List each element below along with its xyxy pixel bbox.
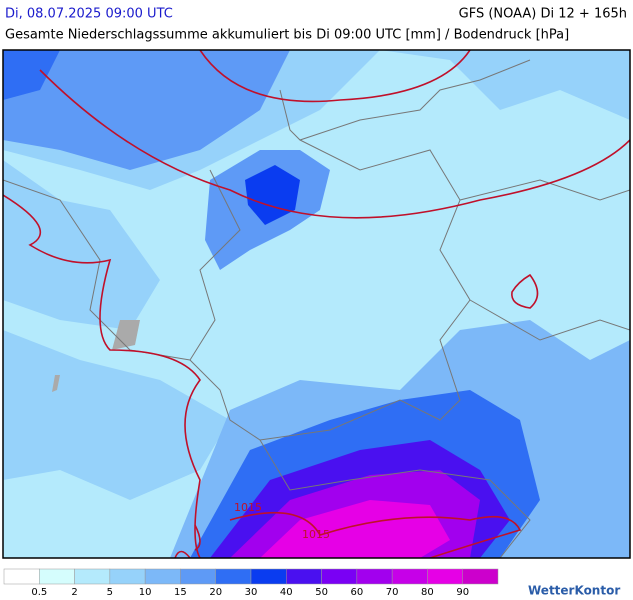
precip-area <box>3 330 230 500</box>
legend-label: 30 <box>245 587 258 598</box>
legend-swatch <box>286 568 322 585</box>
legend-label: 0.5 <box>31 587 47 598</box>
legend-swatch <box>427 568 463 585</box>
model-label: GFS (NOAA) Di 12 + 165h <box>459 7 627 22</box>
legend-swatch <box>321 568 358 585</box>
map: 1015 1015 <box>2 49 631 559</box>
legend-label: 50 <box>315 587 328 598</box>
legend-swatch <box>180 568 216 585</box>
legend-label: 60 <box>350 587 363 598</box>
legend-label: 2 <box>71 587 77 598</box>
legend-swatch <box>391 568 428 585</box>
legend-label: 10 <box>139 587 152 598</box>
logo: WetterKontor <box>528 584 620 598</box>
legend-label: 20 <box>209 587 222 598</box>
country-border <box>259 439 531 558</box>
date-label: Di, 08.07.2025 09:00 UTC <box>5 7 173 22</box>
legend-label: 80 <box>421 587 434 598</box>
country-border <box>459 179 630 341</box>
legend-swatch <box>250 568 287 585</box>
legend: 0.5 2 5 10 15 20 30 40 50 60 70 80 90 <box>3 568 499 598</box>
legend-swatch <box>356 568 393 585</box>
legend-swatch <box>144 568 181 585</box>
legend-swatch <box>39 568 75 585</box>
precip-area <box>3 160 160 330</box>
isobar <box>39 69 630 219</box>
isobar <box>199 50 471 103</box>
legend-label: 5 <box>107 587 113 598</box>
precip-area <box>3 50 60 100</box>
precip-area <box>3 50 290 170</box>
legend-swatch <box>3 568 40 585</box>
legend-swatch <box>462 568 499 585</box>
legend-label: 70 <box>386 587 399 598</box>
legend-label: 90 <box>456 587 469 598</box>
isobar <box>511 273 539 309</box>
land-gap <box>112 320 140 350</box>
legend-label: 15 <box>174 587 187 598</box>
legend-swatch <box>74 568 111 585</box>
isobar-label: 1015 <box>234 501 262 514</box>
isobar <box>174 524 201 558</box>
isobar <box>3 194 201 558</box>
isobar <box>229 511 522 558</box>
land-gap <box>52 375 60 392</box>
legend-swatch <box>109 568 146 585</box>
map-frame <box>2 49 631 559</box>
subtitle: Gesamte Niederschlagssumme akkumuliert b… <box>5 28 569 43</box>
legend-label: 40 <box>280 587 293 598</box>
legend-swatch <box>215 568 252 585</box>
coastline <box>279 59 531 141</box>
isobar-label: 1015 <box>302 528 330 541</box>
precip-area <box>260 500 450 558</box>
